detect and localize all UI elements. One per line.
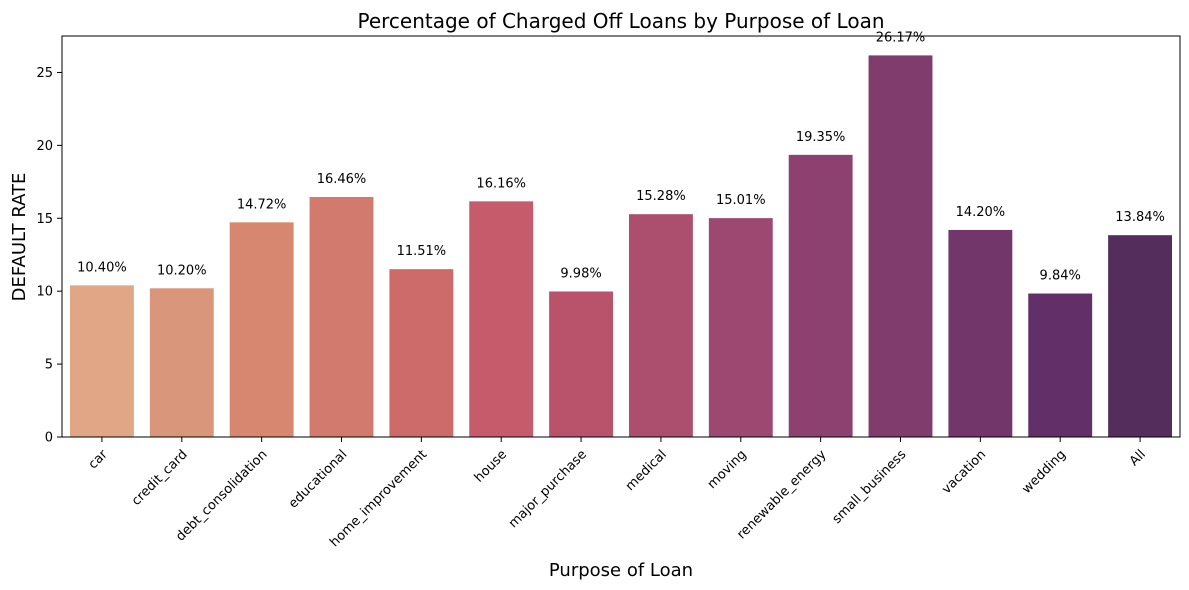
y-tick-label: 5 bbox=[45, 358, 53, 373]
x-tick-label-renewable_energy: renewable_energy bbox=[734, 447, 829, 542]
data-label-small_business: 26.17% bbox=[876, 30, 926, 45]
bar-small_business bbox=[868, 55, 933, 437]
x-tick-label-house: house bbox=[472, 447, 510, 485]
x-tick-label-wedding: wedding bbox=[1019, 447, 1069, 497]
x-tick-label-medical: medical bbox=[623, 447, 670, 494]
y-tick-label: 15 bbox=[36, 212, 53, 227]
data-label-wedding: 9.84% bbox=[1040, 269, 1081, 284]
data-label-debt_consolidation: 14.72% bbox=[237, 197, 287, 212]
data-label-vacation: 14.20% bbox=[956, 205, 1006, 220]
x-tick-label-credit_card: credit_card bbox=[129, 447, 191, 509]
data-label-major_purchase: 9.98% bbox=[560, 266, 601, 281]
x-axis-label: Purpose of Loan bbox=[549, 560, 693, 581]
y-tick-label: 20 bbox=[36, 139, 53, 154]
plot-frame bbox=[61, 35, 1181, 438]
data-label-medical: 15.28% bbox=[636, 189, 686, 204]
data-label-car: 10.40% bbox=[77, 260, 127, 275]
data-label-home_improvement: 11.51% bbox=[397, 244, 447, 259]
bar-moving bbox=[708, 218, 773, 437]
x-tick-label-small_business: small_business bbox=[830, 447, 910, 527]
bar-house bbox=[469, 201, 534, 437]
bar-vacation bbox=[948, 229, 1013, 437]
x-tick-label-major_purchase: major_purchase bbox=[506, 447, 590, 531]
bar-credit_card bbox=[149, 288, 214, 437]
data-label-house: 16.16% bbox=[476, 176, 526, 191]
x-tick-label-car: car bbox=[86, 447, 112, 473]
x-tick-label-All: All bbox=[1127, 447, 1149, 469]
x-tick-label-educational: educational bbox=[286, 447, 350, 511]
data-label-renewable_energy: 19.35% bbox=[796, 130, 846, 145]
x-tick-label-vacation: vacation bbox=[939, 447, 989, 497]
y-tick-label: 0 bbox=[45, 431, 53, 446]
y-tick-label: 10 bbox=[36, 285, 53, 300]
bar-All bbox=[1108, 235, 1173, 437]
data-labels-group: 10.40% 10.20% 14.72% 16.46% 11.51% 16.16% 9.98… bbox=[77, 30, 1165, 283]
data-label-credit_card: 10.20% bbox=[157, 263, 207, 278]
x-tick-label-debt_consolidation: debt_consolidation bbox=[173, 447, 270, 544]
bar-home_improvement bbox=[389, 269, 454, 437]
data-label-All: 13.84% bbox=[1115, 210, 1165, 225]
y-axis: 0 5 10 15 20 25 bbox=[36, 66, 62, 446]
bar-debt_consolidation bbox=[229, 222, 294, 437]
bar-medical bbox=[628, 214, 693, 437]
bars-group bbox=[69, 55, 1173, 438]
x-tick-label-moving: moving bbox=[705, 447, 750, 492]
data-label-moving: 15.01% bbox=[716, 193, 766, 208]
bar-wedding bbox=[1028, 293, 1093, 437]
y-tick-label: 25 bbox=[36, 66, 53, 81]
bar-car bbox=[69, 285, 134, 437]
bar-educational bbox=[309, 196, 374, 437]
bar-major_purchase bbox=[549, 291, 614, 437]
bar-renewable_energy bbox=[788, 154, 853, 438]
chart-title: Percentage of Charged Off Loans by Purpo… bbox=[357, 9, 884, 33]
y-axis-label: DEFAULT RATE bbox=[9, 173, 30, 302]
data-label-educational: 16.46% bbox=[317, 172, 367, 187]
